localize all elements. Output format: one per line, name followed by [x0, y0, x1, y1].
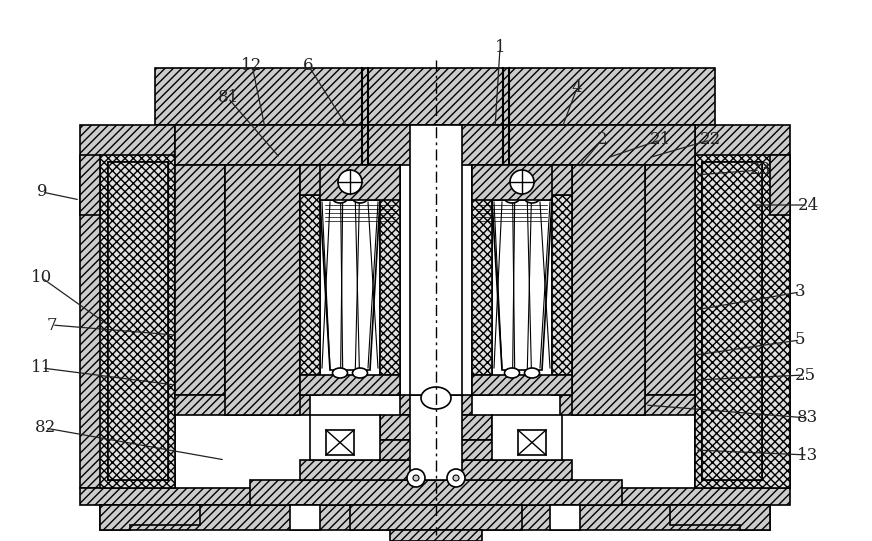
Circle shape	[407, 469, 425, 487]
Text: 7: 7	[47, 316, 58, 333]
Polygon shape	[472, 165, 572, 195]
Circle shape	[447, 469, 465, 487]
Polygon shape	[225, 165, 300, 415]
Polygon shape	[552, 195, 572, 375]
Polygon shape	[472, 195, 492, 375]
Ellipse shape	[505, 368, 520, 378]
Circle shape	[510, 170, 534, 194]
Polygon shape	[175, 125, 695, 165]
Polygon shape	[472, 165, 552, 200]
Polygon shape	[300, 195, 320, 375]
Polygon shape	[320, 165, 400, 200]
Polygon shape	[300, 375, 400, 395]
Ellipse shape	[352, 368, 367, 378]
Polygon shape	[320, 200, 380, 370]
Polygon shape	[770, 155, 790, 215]
Text: 3: 3	[794, 283, 806, 300]
Text: 12: 12	[242, 56, 262, 74]
Polygon shape	[390, 530, 482, 541]
Polygon shape	[175, 395, 310, 415]
Text: 24: 24	[797, 196, 819, 214]
Polygon shape	[702, 162, 762, 480]
Text: 81: 81	[217, 89, 239, 107]
Polygon shape	[380, 415, 492, 440]
Circle shape	[453, 475, 459, 481]
Polygon shape	[100, 505, 200, 530]
Polygon shape	[492, 200, 552, 370]
Polygon shape	[518, 430, 546, 455]
Polygon shape	[492, 415, 562, 460]
Polygon shape	[300, 165, 320, 395]
Polygon shape	[695, 155, 790, 488]
Polygon shape	[410, 125, 462, 395]
Text: 22: 22	[699, 131, 720, 148]
Polygon shape	[155, 68, 715, 125]
Ellipse shape	[524, 368, 540, 378]
Polygon shape	[550, 505, 580, 530]
Polygon shape	[300, 165, 400, 195]
Polygon shape	[250, 480, 622, 505]
Text: 11: 11	[31, 360, 52, 377]
Polygon shape	[108, 162, 168, 480]
Ellipse shape	[421, 387, 451, 409]
Polygon shape	[472, 165, 492, 395]
Ellipse shape	[332, 193, 348, 203]
Text: 23: 23	[749, 162, 771, 179]
Text: 9: 9	[37, 183, 47, 201]
Polygon shape	[80, 488, 330, 505]
Text: 2: 2	[596, 131, 607, 148]
Polygon shape	[360, 440, 512, 460]
Polygon shape	[670, 505, 770, 530]
Text: 6: 6	[303, 56, 313, 74]
Polygon shape	[80, 125, 175, 488]
Ellipse shape	[505, 193, 520, 203]
Ellipse shape	[332, 368, 348, 378]
Text: 82: 82	[34, 419, 56, 437]
Polygon shape	[410, 395, 462, 480]
Polygon shape	[540, 488, 790, 505]
Polygon shape	[400, 395, 472, 415]
Polygon shape	[100, 155, 175, 488]
Text: 25: 25	[794, 366, 815, 384]
Polygon shape	[472, 375, 572, 395]
Text: 4: 4	[572, 80, 582, 96]
Polygon shape	[300, 460, 572, 480]
Text: 83: 83	[797, 410, 819, 426]
Polygon shape	[380, 165, 400, 395]
Polygon shape	[100, 505, 770, 530]
Circle shape	[338, 170, 362, 194]
Ellipse shape	[524, 193, 540, 203]
Polygon shape	[645, 165, 695, 395]
Polygon shape	[572, 165, 645, 415]
Polygon shape	[552, 165, 572, 395]
Circle shape	[413, 475, 419, 481]
Polygon shape	[290, 505, 320, 530]
Polygon shape	[108, 162, 168, 480]
Ellipse shape	[352, 193, 367, 203]
Text: 5: 5	[794, 332, 805, 348]
Polygon shape	[695, 125, 790, 488]
Polygon shape	[80, 155, 100, 215]
Text: 1: 1	[494, 39, 505, 56]
Polygon shape	[175, 165, 225, 395]
Polygon shape	[310, 415, 380, 460]
Polygon shape	[326, 430, 354, 455]
Polygon shape	[702, 162, 762, 480]
Text: 10: 10	[31, 269, 52, 287]
Text: 21: 21	[650, 131, 671, 148]
Polygon shape	[380, 195, 400, 375]
Polygon shape	[560, 395, 695, 415]
Text: 13: 13	[797, 446, 819, 464]
Polygon shape	[350, 505, 522, 530]
